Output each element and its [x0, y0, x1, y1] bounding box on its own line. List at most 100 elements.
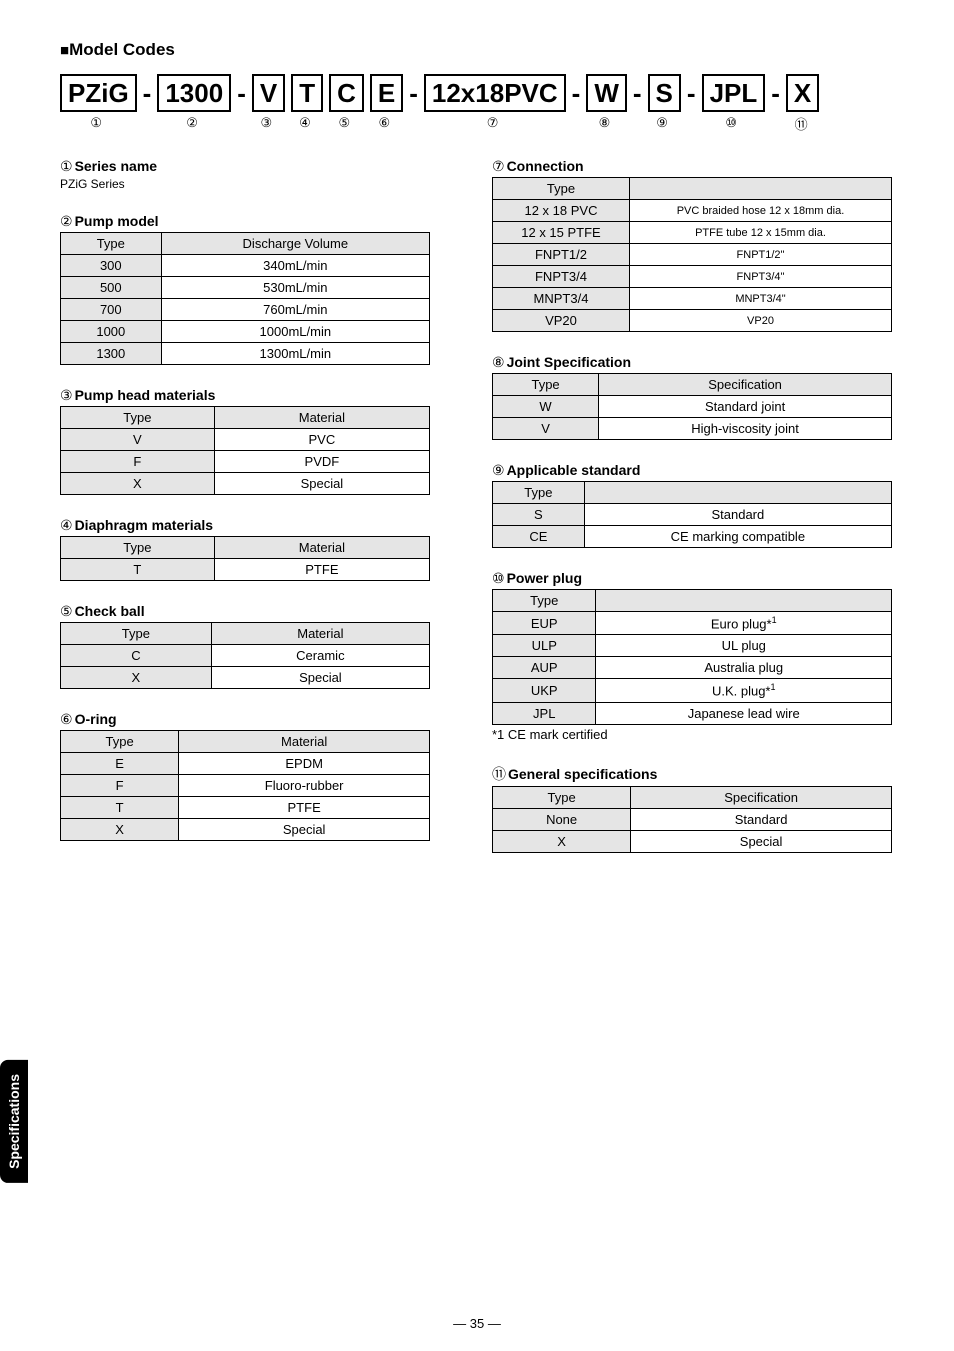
- table-cell: S: [493, 504, 585, 526]
- code-box-2: V: [252, 74, 285, 112]
- section-num: ②: [60, 213, 73, 229]
- spec-table: TypeMaterialTPTFE: [60, 536, 430, 581]
- code-num-3: ④: [299, 115, 311, 131]
- table-row: FFluoro-rubber: [61, 775, 430, 797]
- spec-table: TypeMaterialVPVCFPVDFXSpecial: [60, 406, 430, 495]
- table-header: Type: [61, 623, 212, 645]
- table-cell: 340mL/min: [161, 255, 429, 277]
- section-num: ⑩: [492, 570, 505, 586]
- section-title: O-ring: [75, 711, 117, 727]
- page-title: ■Model Codes: [60, 40, 894, 60]
- title-text: Model Codes: [69, 40, 175, 59]
- table-cell: F: [61, 451, 215, 473]
- table-row: AUPAustralia plug: [493, 657, 892, 679]
- section-title: Series name: [75, 158, 158, 174]
- table-header: [629, 178, 891, 200]
- code-box-4: C: [329, 74, 364, 112]
- code-box-0: PZiG: [60, 74, 137, 112]
- table-header: Type: [61, 407, 215, 429]
- table-cell: 1000: [61, 321, 162, 343]
- table-cell: Standard joint: [599, 396, 892, 418]
- code-dash: -: [409, 80, 418, 106]
- table-row: VP20VP20: [493, 310, 892, 332]
- side-tab-specifications: Specifications: [0, 1060, 28, 1183]
- code-box-9: JPL: [702, 74, 766, 112]
- section-num: ⑥: [60, 711, 73, 727]
- section-title: Joint Specification: [507, 354, 631, 370]
- code-box-3: T: [291, 74, 323, 112]
- table-row: FNPT3/4FNPT3/4": [493, 266, 892, 288]
- table-cell: UKP: [493, 679, 596, 702]
- table-row: 12 x 18 PVCPVC braided hose 12 x 18mm di…: [493, 200, 892, 222]
- code-dash: -: [572, 80, 581, 106]
- table-row: XSpecial: [61, 473, 430, 495]
- table-cell: FNPT3/4": [629, 266, 891, 288]
- table-header: [596, 590, 892, 612]
- table-header: Material: [214, 407, 429, 429]
- section-heading: ⑧Joint Specification: [492, 354, 894, 371]
- section-applicable-standard: ⑨Applicable standardTypeSStandardCECE ma…: [492, 462, 894, 548]
- table-header: Material: [179, 731, 430, 753]
- section-num: ⑨: [492, 462, 505, 478]
- table-cell: CE: [493, 526, 585, 548]
- table-cell: Special: [214, 473, 429, 495]
- table-cell: 760mL/min: [161, 299, 429, 321]
- table-row: 300340mL/min: [61, 255, 430, 277]
- table-cell: Fluoro-rubber: [179, 775, 430, 797]
- table-header: Type: [61, 537, 215, 559]
- table-cell: MNPT3/4": [629, 288, 891, 310]
- table-header: Material: [214, 537, 429, 559]
- table-cell: Australia plug: [596, 657, 892, 679]
- section-heading: ③Pump head materials: [60, 387, 462, 404]
- table-header: Specification: [631, 786, 892, 808]
- table-cell: U.K. plug*1: [596, 679, 892, 702]
- table-header: Material: [211, 623, 429, 645]
- table-header: Type: [61, 233, 162, 255]
- title-prefix: ■: [60, 42, 69, 59]
- table-row: 700760mL/min: [61, 299, 430, 321]
- table-cell: F: [61, 775, 179, 797]
- table-cell: 700: [61, 299, 162, 321]
- section-num: ⑦: [492, 158, 505, 174]
- section-check-ball: ⑤Check ballTypeMaterialCCeramicXSpecial: [60, 603, 462, 689]
- table-header: Type: [493, 590, 596, 612]
- table-cell: 530mL/min: [161, 277, 429, 299]
- section-heading: ④Diaphragm materials: [60, 517, 462, 534]
- table-cell: High-viscosity joint: [599, 418, 892, 440]
- code-box-7: W: [586, 74, 627, 112]
- code-num-9: ⑩: [725, 115, 737, 131]
- table-cell: Japanese lead wire: [596, 702, 892, 724]
- table-header: Type: [493, 178, 630, 200]
- section-power-plug: ⑩Power plugTypeEUPEuro plug*1ULPUL plugA…: [492, 570, 894, 742]
- table-cell: PVC: [214, 429, 429, 451]
- section-title: Pump model: [75, 213, 159, 229]
- table-cell: E: [61, 753, 179, 775]
- code-box-10: X: [786, 74, 819, 112]
- section-joint-specification: ⑧Joint SpecificationTypeSpecificationWSt…: [492, 354, 894, 440]
- table-row: FNPT1/2FNPT1/2": [493, 244, 892, 266]
- table-cell: PVDF: [214, 451, 429, 473]
- table-cell: X: [61, 473, 215, 495]
- table-row: WStandard joint: [493, 396, 892, 418]
- code-num-10: ⑪: [795, 114, 808, 133]
- table-row: VPVC: [61, 429, 430, 451]
- table-header: Discharge Volume: [161, 233, 429, 255]
- table-row: 13001300mL/min: [61, 343, 430, 365]
- section-heading: ⑦Connection: [492, 158, 894, 175]
- code-num-8: ⑨: [656, 115, 668, 131]
- section-heading: ⑪General specifications: [492, 764, 894, 784]
- table-row: FPVDF: [61, 451, 430, 473]
- code-box-5: E: [370, 74, 403, 112]
- spec-table: TypeSpecificationNoneStandardXSpecial: [492, 786, 892, 853]
- table-cell: Euro plug*1: [596, 612, 892, 635]
- spec-table: TypeMaterialCCeramicXSpecial: [60, 622, 430, 689]
- code-box-6: 12x18PVC: [424, 74, 566, 112]
- table-cell: FNPT1/2: [493, 244, 630, 266]
- table-header: Type: [493, 374, 599, 396]
- section-num: ⑧: [492, 354, 505, 370]
- table-row: 10001000mL/min: [61, 321, 430, 343]
- table-cell: 1300: [61, 343, 162, 365]
- table-cell: X: [61, 667, 212, 689]
- table-cell: V: [493, 418, 599, 440]
- section-num: ⑤: [60, 603, 73, 619]
